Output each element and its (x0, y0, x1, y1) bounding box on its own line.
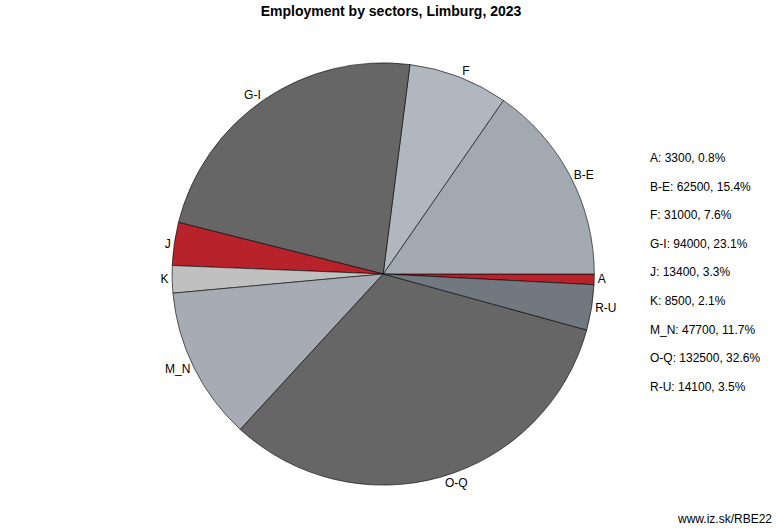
svg-text:M_N: M_N (165, 362, 190, 376)
svg-text:F: 31000, 7.6%: F: 31000, 7.6% (650, 208, 732, 222)
svg-text:J: 13400, 3.3%: J: 13400, 3.3% (650, 265, 730, 279)
svg-text:M_N: 47700, 11.7%: M_N: 47700, 11.7% (650, 323, 756, 337)
svg-text:K: 8500, 2.1%: K: 8500, 2.1% (650, 294, 726, 308)
svg-text:B-E: 62500, 15.4%: B-E: 62500, 15.4% (650, 180, 751, 194)
svg-text:K: K (161, 272, 169, 286)
svg-text:G-I: 94000, 23.1%: G-I: 94000, 23.1% (650, 237, 748, 251)
svg-text:J: J (165, 237, 171, 251)
svg-text:O-Q: 132500, 32.6%: O-Q: 132500, 32.6% (650, 351, 760, 365)
svg-text:A: 3300, 0.8%: A: 3300, 0.8% (650, 151, 726, 165)
svg-text:B-E: B-E (574, 168, 594, 182)
svg-text:www.iz.sk/RBE22: www.iz.sk/RBE22 (677, 512, 772, 526)
svg-text:G-I: G-I (244, 88, 261, 102)
svg-text:R-U: R-U (595, 301, 616, 315)
svg-text:Employment by sectors, Limburg: Employment by sectors, Limburg, 2023 (261, 3, 522, 19)
svg-text:F: F (462, 64, 469, 78)
svg-text:R-U: 14100, 3.5%: R-U: 14100, 3.5% (650, 380, 746, 394)
svg-text:A: A (598, 272, 606, 286)
svg-text:O-Q: O-Q (445, 476, 468, 490)
